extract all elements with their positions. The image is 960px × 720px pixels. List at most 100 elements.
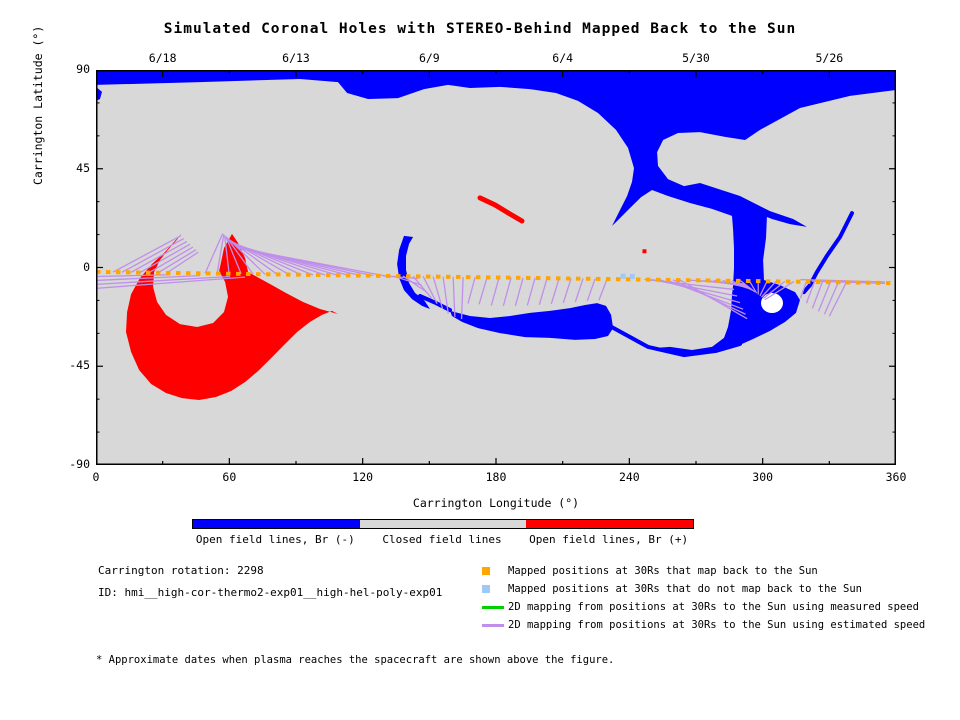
mapping-line-estimated bbox=[502, 277, 512, 307]
mapping-line-estimated bbox=[679, 279, 748, 320]
colorbar-label-1: Closed field lines bbox=[382, 533, 502, 546]
mapping-line-estimated bbox=[823, 281, 840, 315]
legend-item-label: Mapped positions at 30Rs that map back t… bbox=[508, 565, 818, 577]
red-dot bbox=[642, 249, 647, 254]
mapping-line-estimated bbox=[402, 275, 427, 293]
coronal-hole-map bbox=[95, 70, 897, 465]
mapping-line-estimated bbox=[562, 278, 572, 304]
y-tick-label--45: -45 bbox=[69, 358, 90, 373]
no-map-square bbox=[620, 273, 626, 279]
x-tick-label-120: 120 bbox=[352, 470, 374, 484]
x-tick-label-300: 300 bbox=[752, 470, 774, 484]
legend-item-label: 2D mapping from positions at 30Rs to the… bbox=[508, 619, 926, 631]
mapping-line-estimated bbox=[121, 237, 185, 273]
mapping-line-estimated bbox=[95, 274, 171, 278]
mapping-line-estimated bbox=[442, 276, 449, 314]
closed-field-background bbox=[96, 70, 896, 465]
y-tick-label-90: 90 bbox=[76, 62, 90, 76]
smile-bridge bbox=[608, 324, 742, 358]
colorbar-segment-2 bbox=[526, 520, 693, 528]
x-axis-title: Carrington Longitude (°) bbox=[412, 496, 580, 510]
y-axis-title: Carrington Latitude (°) bbox=[31, 25, 45, 185]
legend-square-swatch bbox=[482, 585, 490, 593]
y-tick-label--90: -90 bbox=[69, 457, 90, 471]
mapping-line-estimated bbox=[490, 277, 500, 306]
mapping-line-estimated bbox=[828, 281, 848, 317]
mapping-line-estimated bbox=[166, 251, 199, 274]
date-label-6-4: 6/4 bbox=[552, 51, 574, 65]
region-north-band-and-curtain bbox=[96, 70, 896, 356]
mapping-line-estimated bbox=[452, 276, 456, 317]
mapping-line-estimated bbox=[216, 234, 225, 274]
mapping-line-estimated bbox=[811, 281, 824, 309]
legend-item-label: 2D mapping from positions at 30Rs to the… bbox=[508, 601, 919, 613]
date-label-5-30: 5/30 bbox=[682, 51, 710, 65]
mapping-line-estimated bbox=[226, 237, 254, 275]
mapping-line-estimated bbox=[817, 281, 832, 312]
mapping-line-estimated bbox=[95, 275, 231, 286]
mapping-line-estimated bbox=[95, 274, 201, 282]
date-label-6-9: 6/9 bbox=[418, 51, 440, 65]
mapping-line-estimated bbox=[148, 246, 194, 274]
carrington-rotation-text: Carrington rotation: 2298 bbox=[98, 564, 264, 577]
mapping-line-estimated bbox=[598, 278, 608, 301]
x-tick-label-180: 180 bbox=[485, 470, 507, 484]
mapping-line-estimated bbox=[514, 277, 524, 307]
model-id-text: ID: hmi__high-cor-thermo2-exp01__high-he… bbox=[98, 586, 443, 599]
mapping-line-estimated bbox=[731, 280, 754, 292]
mapping-line-estimated bbox=[139, 243, 191, 274]
mapping-line-estimated bbox=[432, 276, 444, 310]
mapping-line-estimated bbox=[422, 275, 438, 305]
mapping-line-estimated bbox=[574, 278, 584, 303]
right-s-curve bbox=[802, 211, 854, 295]
mapping-line-estimated bbox=[157, 249, 197, 274]
footnote-text: * Approximate dates when plasma reaches … bbox=[96, 654, 615, 666]
mapping-line-estimated bbox=[95, 276, 245, 289]
red-sliver bbox=[477, 195, 525, 224]
colorbar-label-0: Open field lines, Br (-) bbox=[195, 533, 355, 546]
colorbar-segment-0 bbox=[193, 520, 360, 528]
mapping-line-estimated bbox=[112, 235, 182, 273]
mapping-line-estimated bbox=[204, 233, 224, 274]
mapping-line-estimated bbox=[412, 275, 433, 299]
date-label-6-13: 6/13 bbox=[282, 51, 310, 65]
mapping-line-estimated bbox=[805, 281, 816, 304]
mapping-line-estimated bbox=[225, 236, 242, 275]
date-label-5-26: 5/26 bbox=[815, 51, 844, 65]
spacecraft-track bbox=[95, 269, 897, 286]
mapping-line-estimated bbox=[538, 277, 548, 305]
figure-title: Simulated Coronal Holes with STEREO-Behi… bbox=[163, 21, 797, 37]
junction-bridge bbox=[418, 294, 452, 313]
legend-item-label: Mapped positions at 30Rs that do not map… bbox=[508, 583, 863, 595]
mapping-line-estimated bbox=[526, 277, 536, 306]
x-tick-label-60: 60 bbox=[222, 470, 237, 484]
mapping-line-estimated bbox=[237, 247, 386, 277]
legend-line-swatch bbox=[482, 624, 504, 627]
y-tick-label-45: 45 bbox=[76, 160, 90, 175]
mapping-line-estimated bbox=[761, 280, 777, 298]
colorbar-label-2: Open field lines, Br (+) bbox=[529, 533, 689, 546]
mapping-line-estimated bbox=[740, 280, 756, 293]
region-hook-crescent bbox=[397, 235, 430, 309]
colorbar-segment-1 bbox=[359, 520, 527, 528]
no-map-square bbox=[629, 273, 635, 279]
white-hole bbox=[761, 293, 783, 314]
mapping-line-estimated bbox=[799, 281, 808, 299]
mapping-line-estimated bbox=[478, 276, 488, 305]
mapping-line-estimated bbox=[762, 280, 786, 299]
mapping-line-estimated bbox=[586, 278, 596, 302]
mapping-line-estimated bbox=[800, 278, 885, 283]
mapping-line-estimated bbox=[224, 235, 230, 274]
region-mid-south-mass bbox=[450, 303, 614, 340]
date-label-6-18: 6/18 bbox=[148, 51, 177, 65]
mapping-line-estimated bbox=[748, 280, 758, 294]
y-tick-label-0: 0 bbox=[83, 259, 90, 274]
mapping-line-estimated bbox=[550, 278, 560, 305]
mapping-line-estimated bbox=[759, 280, 768, 297]
x-tick-label-240: 240 bbox=[618, 470, 640, 484]
mapping-line-estimated bbox=[130, 240, 188, 273]
plot-border bbox=[96, 70, 896, 465]
legend-line-swatch bbox=[482, 606, 504, 609]
mapping-line-estimated bbox=[460, 276, 464, 320]
